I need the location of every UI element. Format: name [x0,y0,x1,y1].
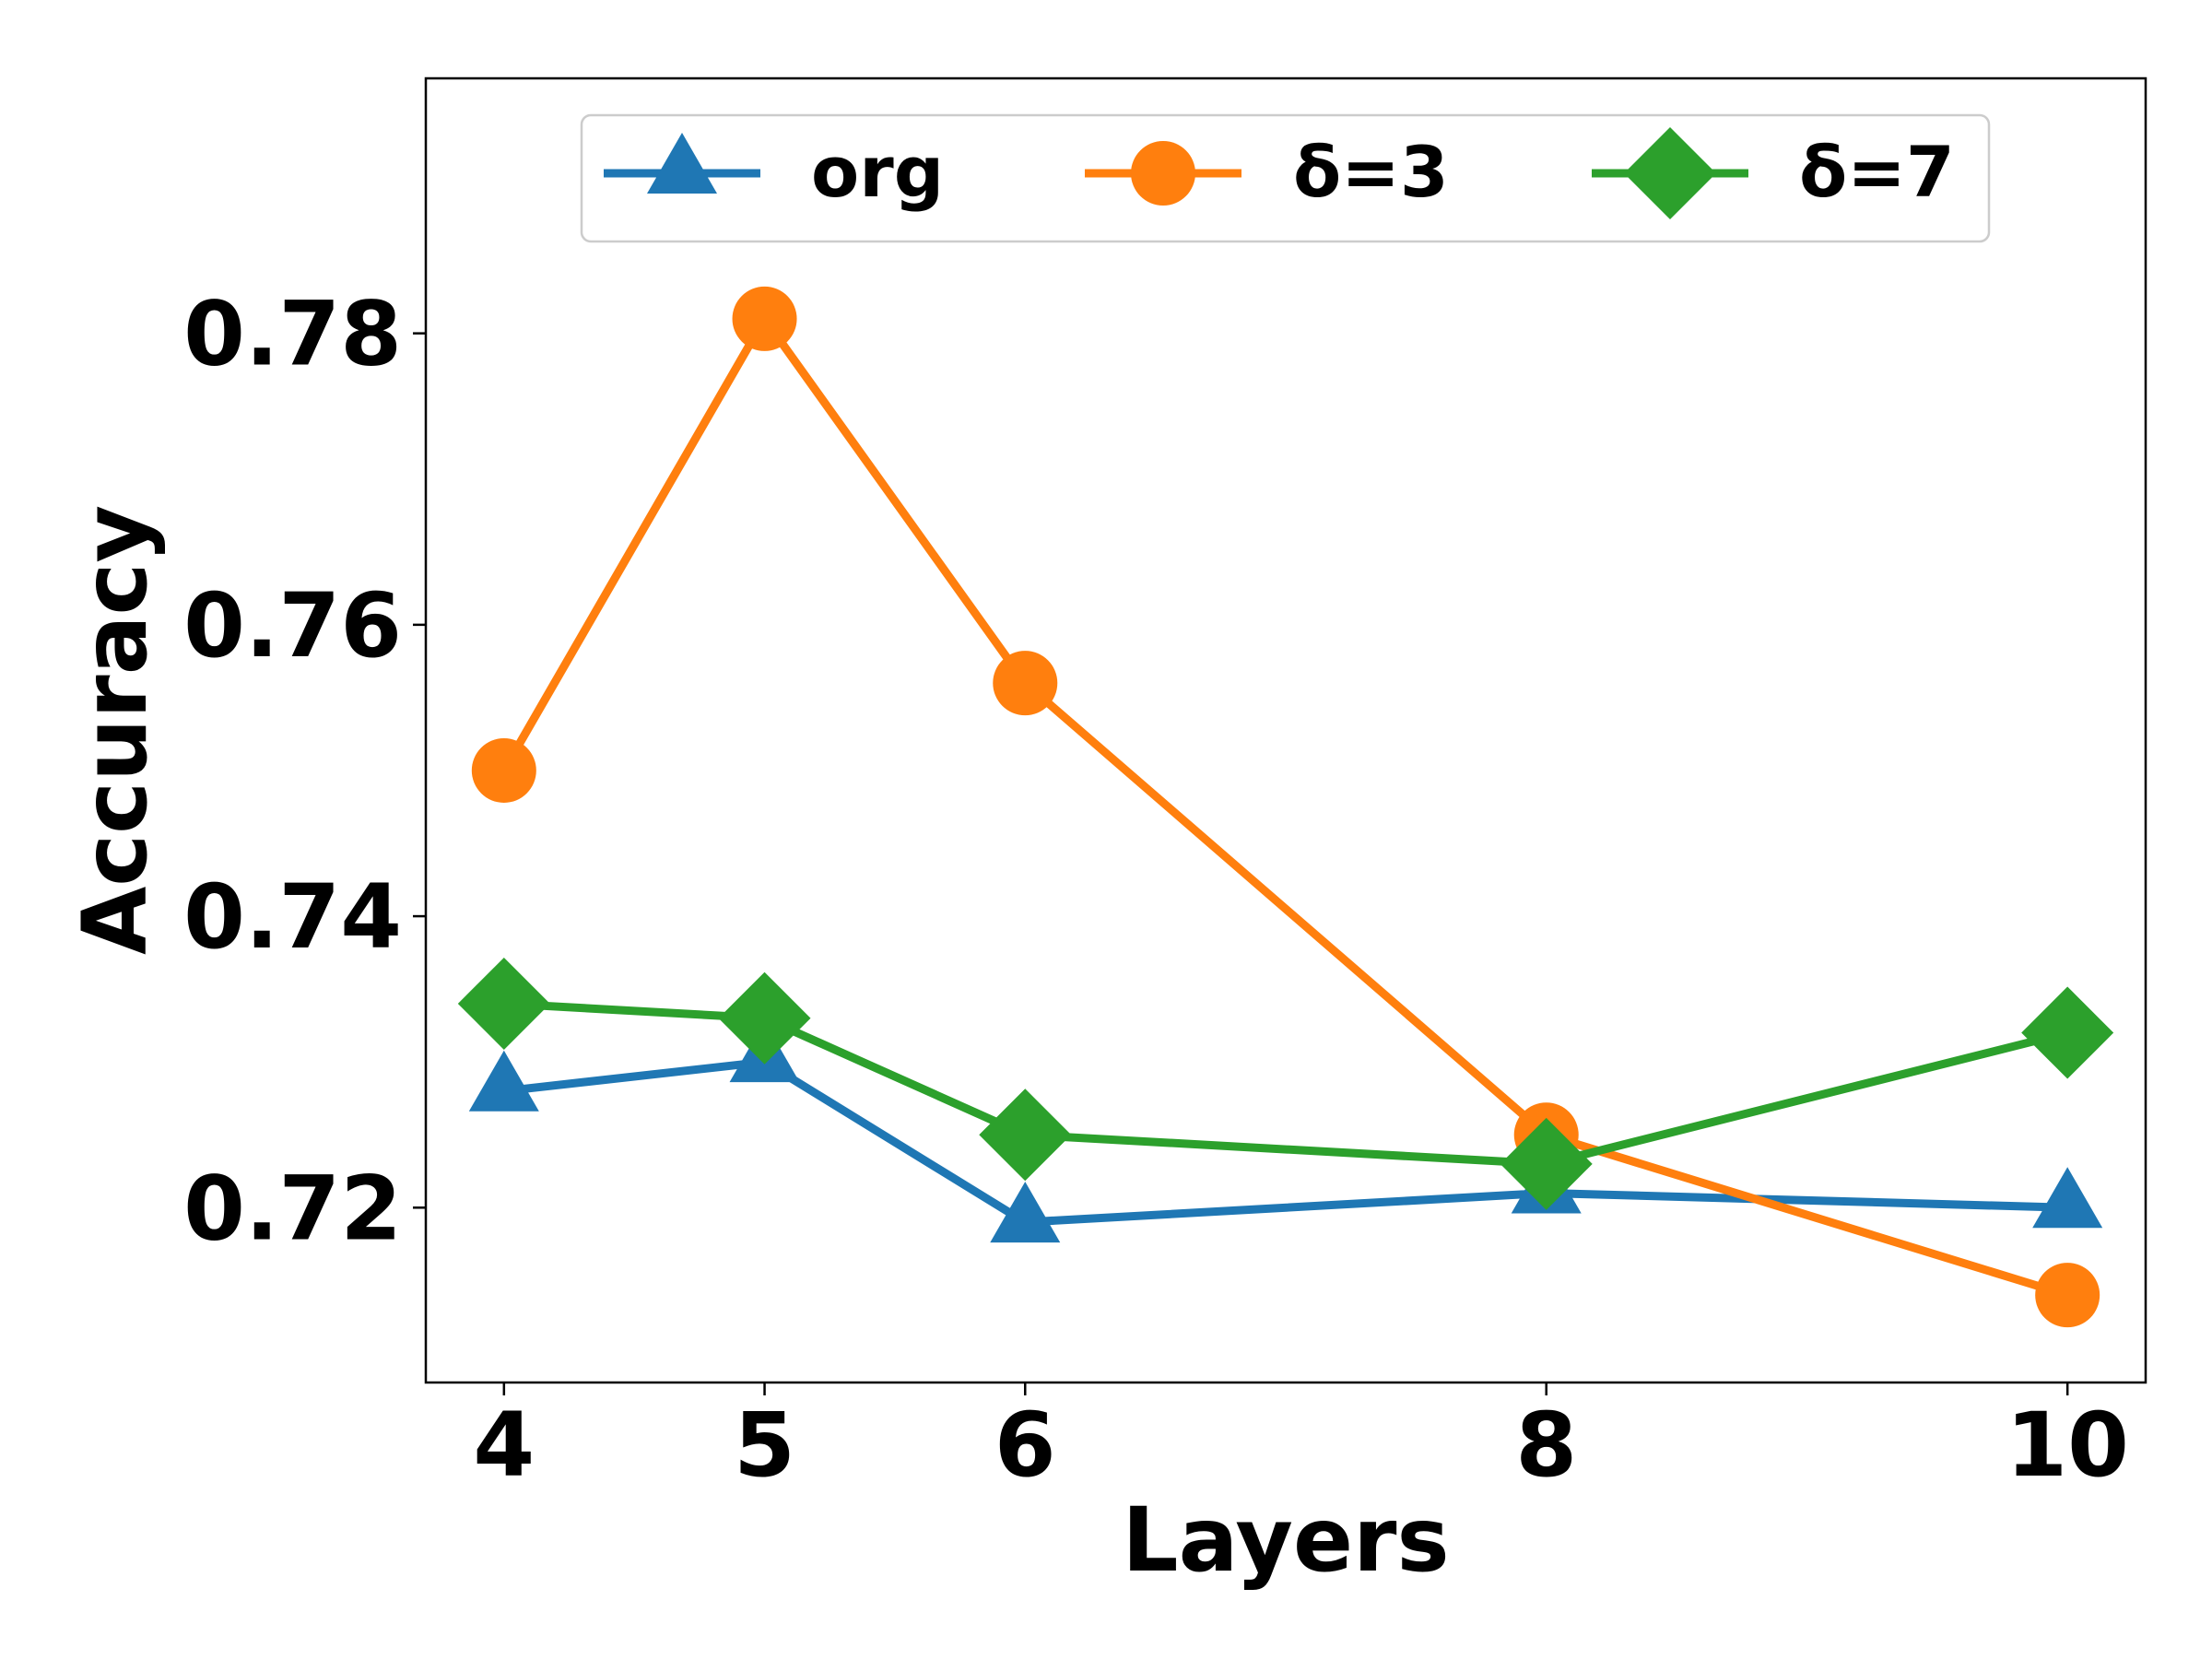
data-point-3-1 [457,957,550,1050]
x-axis-title: Layers [1122,1488,1449,1592]
x-tick-label: 4 [473,1394,535,1497]
legend-entries: org δ=3 δ=7 [604,127,1955,219]
data-point-2-5 [2035,1263,2100,1328]
y-axis-title: Accuracy [64,505,167,955]
x-axis: 4 5 6 8 10 [473,1382,2129,1497]
plot-frame [424,76,2147,1384]
y-axis: 0.72 0.74 0.76 0.78 [183,283,426,1260]
legend-marker [1624,127,1716,219]
legend-entry-1: org [604,131,944,213]
x-tick-label: 8 [1515,1394,1577,1497]
data-point-2-3 [993,651,1058,716]
legend-entry-2: δ=3 [1085,131,1449,213]
legend-label: δ=7 [1799,131,1955,213]
legend-marker [647,133,717,194]
data-point-2-2 [732,286,797,351]
x-tick-label: 5 [734,1394,795,1497]
x-tick-label: 6 [994,1394,1056,1497]
series-3 [457,957,2114,1210]
data-point-1-1 [468,1050,539,1112]
x-tick-label: 10 [2006,1394,2129,1497]
legend-entry-3: δ=7 [1592,127,1955,219]
legend-label: δ=3 [1293,131,1449,213]
legend-marker [1131,141,1195,206]
y-tick-label: 0.74 [183,865,402,969]
legend: org δ=3 δ=7 [580,113,1991,243]
data-point-3-4 [1500,1117,1593,1210]
y-tick-label: 0.78 [183,283,402,386]
data-point-3-5 [2021,986,2114,1079]
data-point-2-1 [471,737,536,803]
data-point-1-3 [990,1182,1061,1243]
y-tick-label: 0.72 [183,1157,402,1260]
data-point-3-3 [979,1088,1072,1182]
data-point-3-2 [718,971,811,1065]
series-layer [457,286,2114,1328]
legend-label: org [811,131,944,213]
y-tick-label: 0.76 [183,574,402,677]
data-point-1-5 [2032,1167,2103,1229]
legend-box [580,113,1991,243]
